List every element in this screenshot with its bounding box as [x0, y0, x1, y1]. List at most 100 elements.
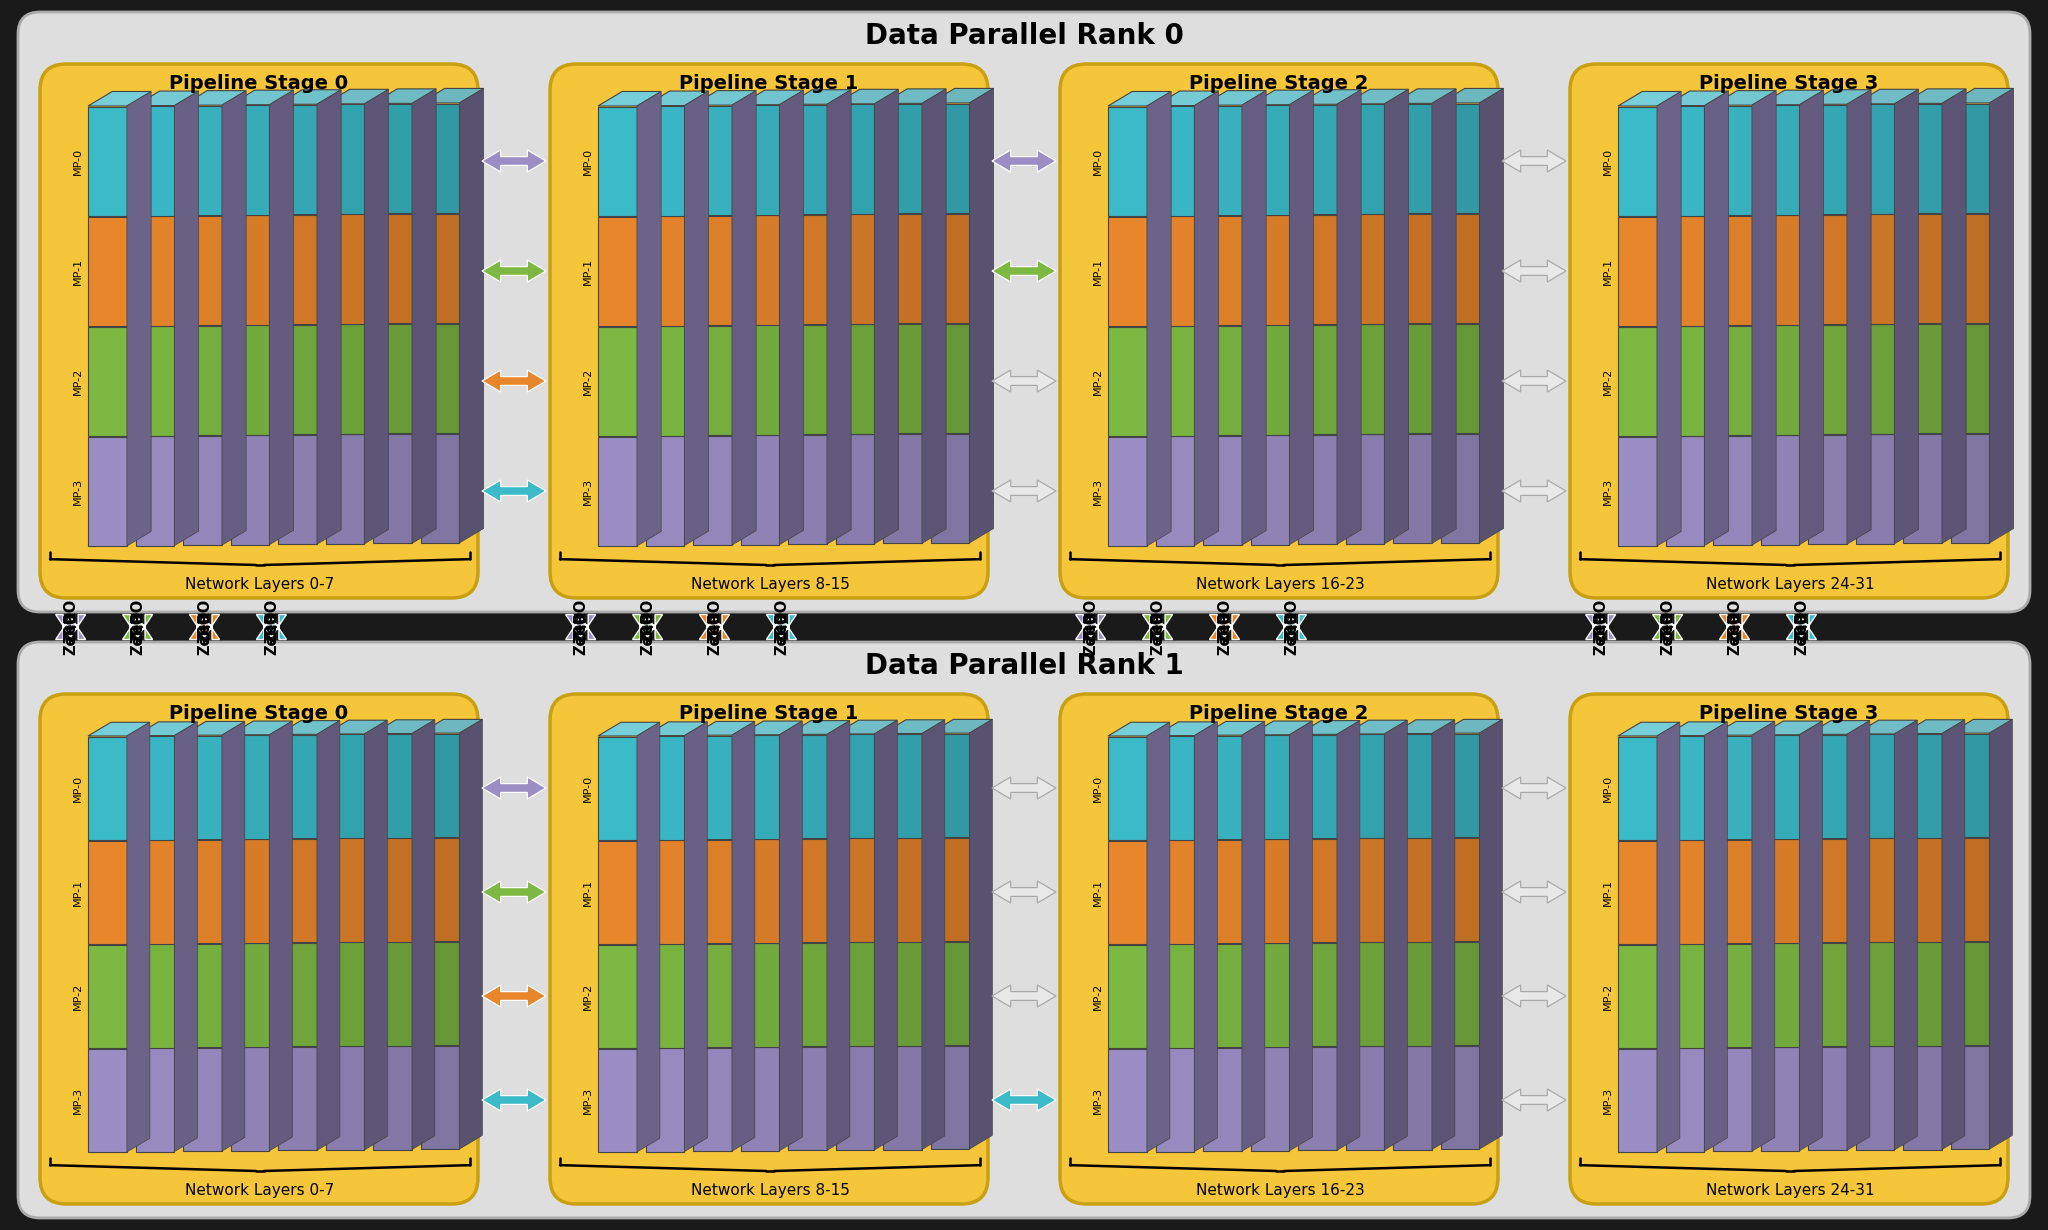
- Polygon shape: [1786, 615, 1817, 637]
- Polygon shape: [1440, 103, 1479, 213]
- Text: ZeRO: ZeRO: [1284, 599, 1298, 643]
- Polygon shape: [174, 91, 199, 546]
- Polygon shape: [1761, 839, 1800, 942]
- Polygon shape: [135, 945, 174, 1048]
- Polygon shape: [1251, 736, 1290, 839]
- Polygon shape: [1298, 734, 1337, 839]
- Text: Pipeline Stage 1: Pipeline Stage 1: [680, 74, 858, 93]
- Polygon shape: [1665, 736, 1704, 840]
- Polygon shape: [182, 106, 221, 215]
- Polygon shape: [326, 721, 387, 734]
- Text: ZeRO: ZeRO: [774, 599, 788, 643]
- Polygon shape: [1847, 90, 1872, 544]
- Polygon shape: [326, 90, 389, 103]
- Polygon shape: [1855, 721, 1917, 734]
- Polygon shape: [1989, 720, 2013, 1149]
- FancyBboxPatch shape: [1571, 64, 2007, 598]
- Polygon shape: [645, 1048, 684, 1151]
- Polygon shape: [1501, 881, 1567, 903]
- Text: MP-2: MP-2: [1094, 368, 1104, 395]
- Polygon shape: [1751, 722, 1776, 1151]
- Polygon shape: [1761, 736, 1800, 839]
- Polygon shape: [182, 736, 221, 839]
- Polygon shape: [373, 720, 434, 733]
- Polygon shape: [883, 89, 946, 103]
- Polygon shape: [788, 943, 827, 1047]
- FancyBboxPatch shape: [18, 12, 2030, 613]
- Text: Network Layers 8-15: Network Layers 8-15: [690, 1183, 850, 1198]
- Polygon shape: [1346, 942, 1384, 1046]
- Polygon shape: [1808, 215, 1847, 325]
- Polygon shape: [1665, 437, 1704, 546]
- Polygon shape: [135, 840, 174, 943]
- Polygon shape: [922, 720, 944, 1150]
- Polygon shape: [1440, 733, 1479, 838]
- Polygon shape: [1950, 720, 2013, 733]
- Polygon shape: [279, 105, 317, 214]
- Polygon shape: [645, 736, 684, 840]
- Polygon shape: [481, 370, 547, 392]
- Polygon shape: [598, 91, 662, 106]
- Polygon shape: [1855, 734, 1894, 838]
- Polygon shape: [741, 736, 780, 839]
- Polygon shape: [1665, 106, 1704, 215]
- Polygon shape: [1143, 617, 1174, 640]
- Polygon shape: [1108, 437, 1147, 546]
- Polygon shape: [788, 734, 827, 839]
- Text: MP-0: MP-0: [1094, 775, 1104, 802]
- Polygon shape: [1440, 433, 1479, 542]
- Polygon shape: [88, 216, 127, 326]
- Polygon shape: [1618, 216, 1657, 326]
- Polygon shape: [1903, 89, 1966, 103]
- Polygon shape: [481, 985, 547, 1007]
- Polygon shape: [1202, 326, 1241, 435]
- Polygon shape: [182, 91, 246, 105]
- Polygon shape: [692, 840, 731, 943]
- Polygon shape: [127, 722, 150, 1153]
- Polygon shape: [135, 326, 174, 435]
- Polygon shape: [1346, 839, 1384, 942]
- Polygon shape: [1903, 105, 1942, 213]
- Polygon shape: [692, 1048, 731, 1151]
- Polygon shape: [481, 777, 547, 800]
- Polygon shape: [598, 437, 637, 546]
- Polygon shape: [1241, 722, 1266, 1151]
- Text: MP-3: MP-3: [584, 477, 594, 504]
- Polygon shape: [598, 1048, 637, 1153]
- Polygon shape: [1618, 840, 1657, 943]
- Polygon shape: [420, 433, 459, 542]
- Polygon shape: [420, 838, 459, 941]
- Polygon shape: [930, 214, 969, 323]
- Polygon shape: [123, 617, 154, 640]
- Polygon shape: [1251, 325, 1290, 434]
- Text: ZeRO: ZeRO: [707, 599, 723, 643]
- Polygon shape: [991, 985, 1057, 1007]
- Polygon shape: [88, 737, 127, 840]
- Text: MP-3: MP-3: [1094, 1086, 1104, 1113]
- Polygon shape: [700, 617, 729, 640]
- Polygon shape: [1950, 103, 1989, 213]
- Text: MP-0: MP-0: [74, 775, 84, 802]
- Text: Pipeline Stage 3: Pipeline Stage 3: [1700, 704, 1878, 723]
- Polygon shape: [1108, 945, 1147, 1048]
- Polygon shape: [420, 720, 483, 733]
- Polygon shape: [481, 260, 547, 282]
- Polygon shape: [883, 1046, 922, 1150]
- Polygon shape: [1393, 720, 1454, 733]
- Polygon shape: [1393, 323, 1432, 433]
- Polygon shape: [1143, 615, 1174, 637]
- Polygon shape: [1155, 736, 1194, 840]
- Polygon shape: [1337, 90, 1362, 544]
- Polygon shape: [326, 1047, 365, 1150]
- Polygon shape: [930, 323, 969, 433]
- Polygon shape: [1432, 89, 1456, 544]
- Polygon shape: [874, 90, 899, 544]
- Polygon shape: [684, 722, 707, 1151]
- Polygon shape: [598, 216, 637, 326]
- Polygon shape: [1950, 89, 2013, 103]
- Polygon shape: [481, 150, 547, 172]
- Polygon shape: [88, 945, 127, 1048]
- Polygon shape: [1194, 91, 1219, 546]
- Polygon shape: [766, 615, 797, 637]
- Polygon shape: [1210, 615, 1239, 637]
